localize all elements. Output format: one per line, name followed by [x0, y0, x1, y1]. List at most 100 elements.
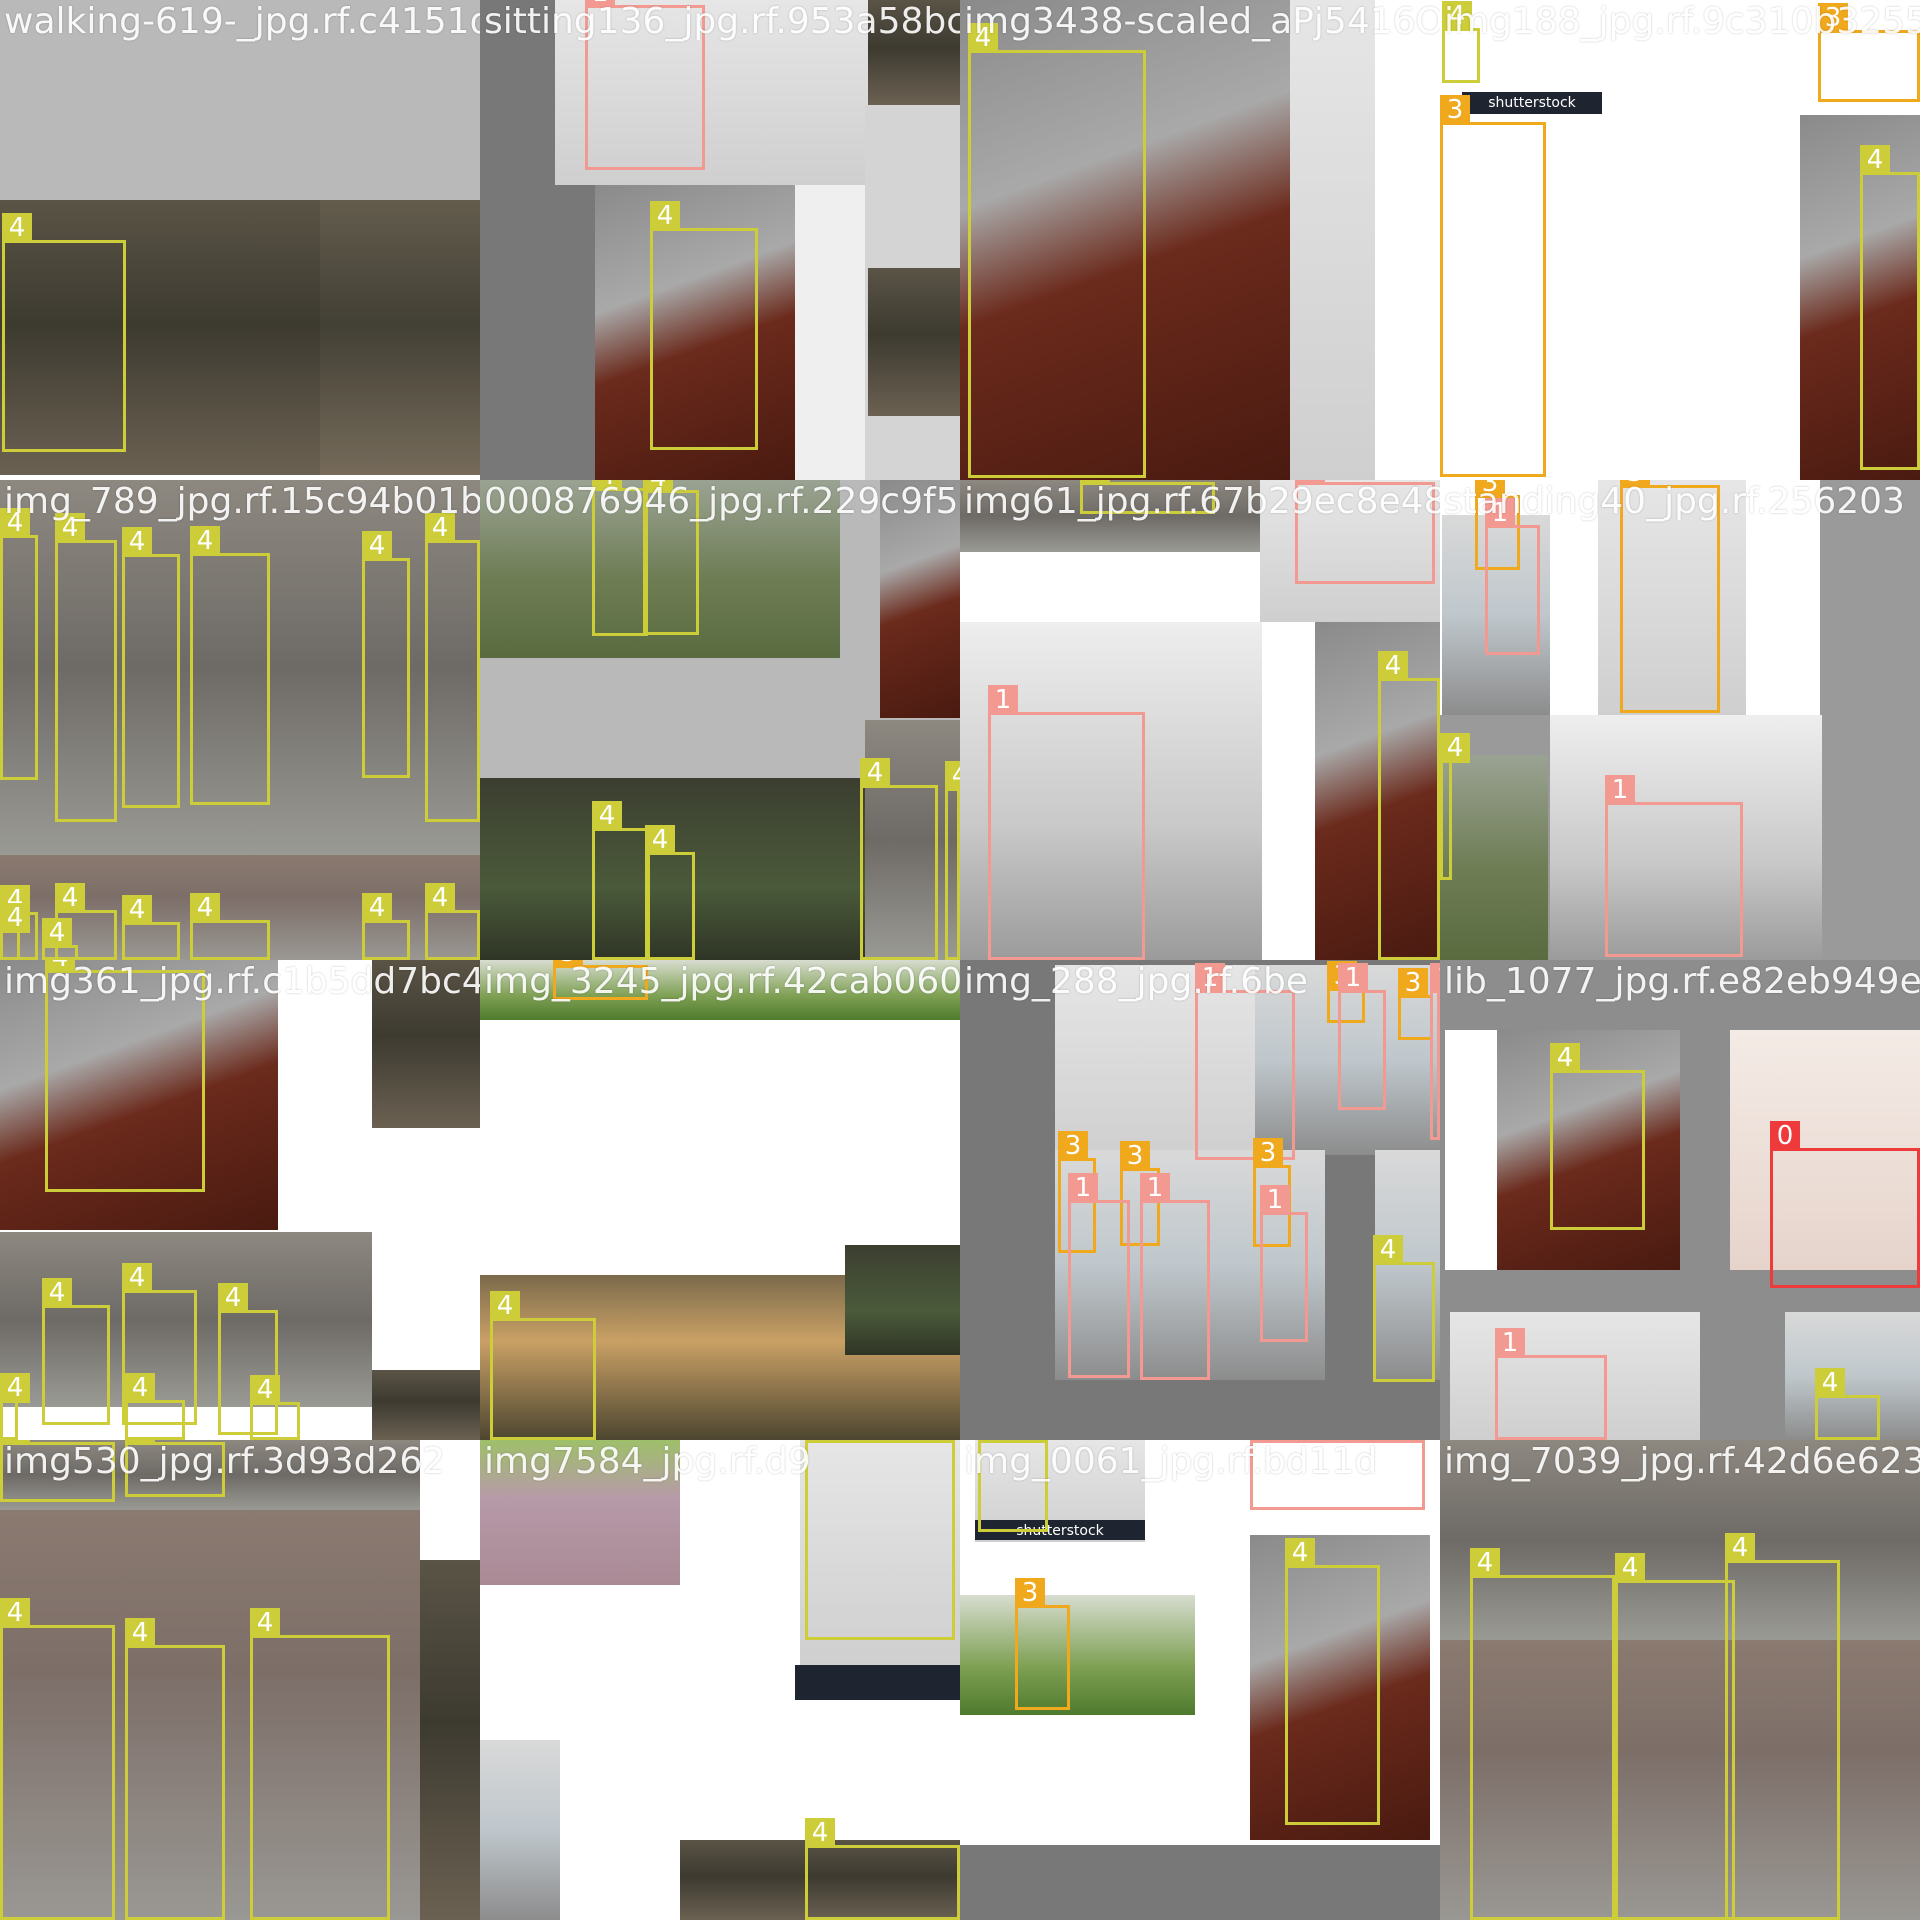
detection-box: 3 — [1398, 968, 1433, 1040]
detection-box: 4 — [978, 1440, 1048, 1532]
class-tag: 4 — [1815, 1368, 1845, 1398]
detection-box: 1 — [1495, 1328, 1607, 1440]
tile-label: img_7039_jpg.rf.42d6e623c9156 — [1444, 1441, 1920, 1482]
class-tag: 4 — [650, 201, 680, 231]
photo-region — [372, 960, 480, 1128]
mosaic-tile: 4 4 img7584_jpg.rf.d9 — [480, 1440, 960, 1920]
class-tag: 4 — [0, 1440, 30, 1445]
class-tag: 4 — [122, 1263, 152, 1293]
class-tag: 1 — [1430, 963, 1440, 993]
class-tag: 4 — [425, 513, 455, 543]
photo-region — [868, 0, 960, 105]
detection-box: 4 — [122, 895, 180, 960]
detection-box: 4 — [1373, 1235, 1435, 1382]
detection-box: 4 — [425, 513, 480, 822]
detection-box: 4 — [0, 1373, 30, 1440]
class-tag: 4 — [860, 758, 890, 788]
detection-box: 4 — [42, 918, 78, 960]
class-tag: 4 — [42, 918, 72, 948]
mosaic-tile: 4 4 4 4 4 4 000876946_jpg.rf.229c9f59e64 — [480, 480, 960, 960]
class-tag: 4 — [45, 960, 75, 973]
photo-region — [960, 622, 1262, 960]
detection-box: 4 — [860, 758, 938, 960]
class-tag: 4 — [122, 527, 152, 557]
detection-box: 4 — [250, 1375, 300, 1440]
detection-box: 1 — [1338, 963, 1386, 1110]
photo-region — [1055, 965, 1255, 1155]
detection-box: 3 — [1620, 480, 1720, 713]
detection-box: 4 — [1378, 651, 1440, 960]
detection-box: 3 — [1015, 1578, 1070, 1710]
detection-box: 1 — [1260, 1185, 1308, 1342]
class-tag: 4 — [1470, 1548, 1500, 1578]
class-tag: 4 — [1373, 1235, 1403, 1265]
detection-box: 3 — [1440, 95, 1546, 477]
detection-box: 1 — [988, 685, 1145, 960]
photo-region — [480, 1440, 680, 1585]
detection-box: 4 — [0, 1598, 115, 1920]
class-tag: 1 — [1338, 963, 1368, 993]
class-tag: 4 — [55, 513, 85, 543]
class-tag: 4 — [1860, 145, 1890, 175]
class-tag: 4 — [0, 508, 30, 538]
detection-box: 4 — [592, 801, 650, 960]
photo-region — [320, 200, 480, 475]
detection-box: 4 — [490, 1291, 596, 1440]
class-tag: 3 — [1253, 1138, 1283, 1168]
detection-box: 1 — [585, 0, 705, 170]
detection-box: 3 — [553, 960, 648, 1000]
class-tag: 3 — [1440, 95, 1470, 125]
mosaic-tile: 3 1 3 4 1 standing40_jpg.rf.256203 — [1440, 480, 1920, 960]
photo-region — [680, 1840, 960, 1920]
photo-region — [960, 0, 1290, 480]
detection-box: 4 — [125, 1618, 225, 1920]
class-tag: 3 — [1475, 480, 1505, 498]
detection-box: 1 — [1295, 480, 1435, 584]
detection-box: 4 — [125, 1440, 225, 1497]
detection-box: 4 — [42, 1278, 110, 1425]
detection-box: 4 — [0, 903, 30, 960]
detection-box: 1 — [1140, 1173, 1210, 1380]
photo-region — [1785, 1312, 1920, 1440]
detection-box: 4 — [362, 893, 410, 960]
photo-region — [1375, 0, 1440, 480]
detection-box: 3 — [1058, 1131, 1096, 1253]
detection-box: 4 — [645, 825, 695, 960]
class-tag: 4 — [945, 761, 960, 791]
class-tag: 3 — [1058, 1131, 1088, 1161]
detection-box: 4 — [1725, 1533, 1840, 1920]
tile-label: sitting136_jpg.rf.953a58bc — [484, 1, 960, 42]
class-tag: 4 — [1725, 1533, 1755, 1563]
class-tag: 3 — [553, 960, 583, 968]
photo-region — [480, 480, 840, 658]
mosaic-tile: 4 4 4 4 4 4 4 img361_jpg.rf.c1b5dd7bc47 — [0, 960, 480, 1440]
tile-label: lib_1077_jpg.rf.e82eb949e94c — [1444, 961, 1920, 1002]
photo-region — [420, 1440, 480, 1560]
detection-box: 4 — [250, 1608, 390, 1920]
class-tag: 4 — [42, 1278, 72, 1308]
tile-label: img_3245_jpg.rf.42cab060ac43 — [484, 961, 960, 1002]
class-tag: 4 — [645, 825, 675, 855]
class-tag: 4 — [218, 1283, 248, 1313]
photo-region — [960, 1595, 1195, 1715]
detection-box: 4 — [0, 1440, 115, 1502]
class-tag: 3 — [1818, 3, 1848, 33]
detection-box: 4 — [190, 526, 270, 805]
tile-label: img_789_jpg.rf.15c94b01b9 — [4, 481, 480, 522]
class-tag: 4 — [55, 883, 85, 913]
detection-box: 4 — [1470, 1548, 1615, 1920]
class-tag: 1 — [1250, 1440, 1280, 1443]
photo-region — [1450, 1312, 1700, 1440]
detection-box: 4 — [55, 883, 117, 960]
photo-region — [1442, 515, 1550, 715]
mosaic-tile: 4 4 4 img_7039_jpg.rf.42d6e623c9156 — [1440, 1440, 1920, 1920]
tile-label: standing40_jpg.rf.256203 — [1444, 481, 1905, 522]
mosaic-tile: shutterstock 4 3 4 3 img188_jpg.rf.9c310… — [1440, 0, 1920, 480]
class-tag: 1 — [1295, 480, 1325, 485]
class-tag: 4 — [125, 1440, 155, 1445]
photo-region — [0, 0, 480, 200]
tile-label: img_288_jpg.rf.6be — [964, 961, 1308, 1002]
class-tag: 1 — [1195, 963, 1225, 993]
tile-label: img7584_jpg.rf.d9 — [484, 1441, 811, 1482]
class-tag: 4 — [125, 1373, 155, 1403]
